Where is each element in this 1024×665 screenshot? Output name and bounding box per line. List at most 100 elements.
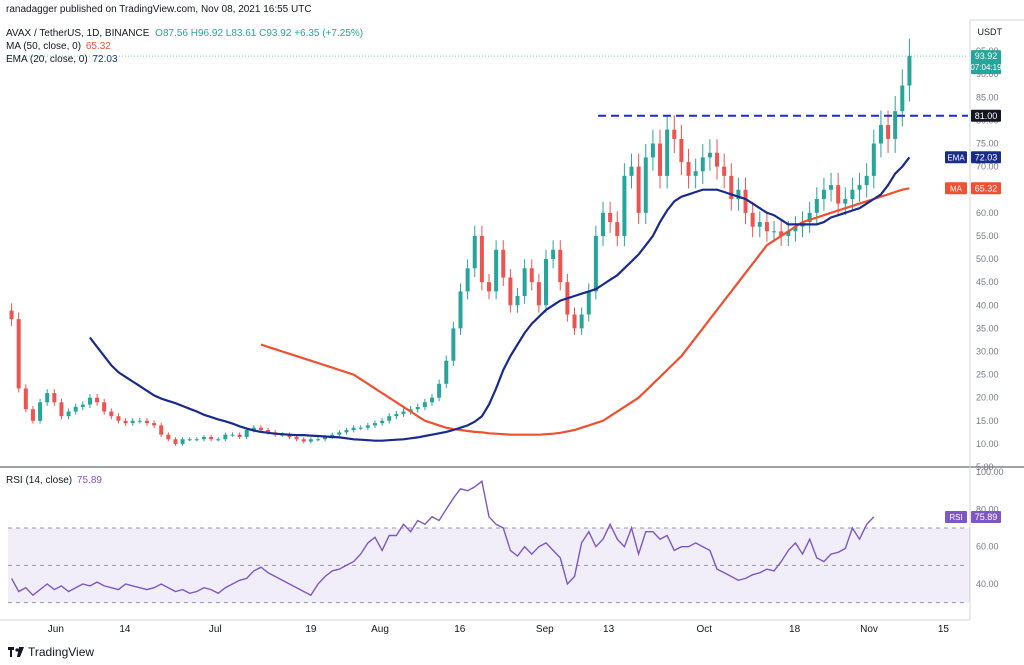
ema-name-tag — [945, 151, 967, 164]
rsi-legend-value: 75.89 — [76, 475, 102, 486]
candle-body — [152, 423, 157, 426]
candle-body — [173, 439, 178, 444]
price-tick-label: 15.00 — [976, 416, 999, 426]
candle-body — [38, 402, 43, 421]
candle-body — [479, 235, 484, 283]
candle-body — [672, 129, 677, 139]
candle-body — [66, 411, 71, 417]
price-tick-label: 20.00 — [976, 393, 999, 403]
rsi-legend[interactable]: RSI (14, close) 75.89 — [6, 475, 102, 486]
candle-body — [907, 56, 912, 86]
candle-body — [772, 231, 777, 233]
rsi-tick-label: 100.00 — [976, 467, 1004, 477]
price-tick-label: 45.00 — [976, 277, 999, 287]
candle-body — [857, 185, 862, 190]
ma-legend[interactable]: MA (50, close, 0) 65.32 — [6, 41, 111, 52]
candle-body — [123, 420, 128, 424]
time-tick-label: 19 — [305, 624, 317, 635]
candle-body — [807, 212, 812, 223]
candle-body — [365, 425, 370, 428]
candle-body — [166, 434, 171, 440]
rsi-line — [10, 480, 875, 597]
candle-body — [45, 393, 50, 403]
candle-body — [601, 212, 606, 236]
candle-body — [344, 430, 349, 433]
candle-body — [244, 430, 249, 437]
candle-body — [900, 85, 905, 112]
candle-body — [686, 162, 691, 176]
candle-body — [757, 222, 762, 227]
candle-body — [508, 277, 513, 306]
price-tick-label: 25.00 — [976, 370, 999, 380]
candle-body — [116, 416, 121, 421]
candle-body — [287, 434, 292, 437]
candle-body — [422, 402, 427, 407]
price-tick-label: 60.00 — [976, 208, 999, 218]
candle-body — [786, 231, 791, 236]
candle-body — [715, 152, 720, 167]
ma-legend-label: MA (50, close, 0) — [6, 41, 82, 52]
price-tick-label: 5.00 — [976, 462, 994, 472]
ma-name-label: MA — [950, 184, 963, 193]
candle-body — [586, 291, 591, 315]
candle-body — [187, 439, 192, 441]
candle-body — [429, 397, 434, 403]
candle-body — [836, 185, 841, 204]
candle-body — [743, 189, 748, 213]
candle-body — [864, 175, 869, 186]
candle-body — [451, 328, 456, 361]
time-tick-label: Jun — [48, 624, 64, 635]
rsi-value-tag — [971, 511, 1001, 524]
candle-body — [650, 143, 655, 158]
candle-body — [437, 383, 442, 398]
candle-body — [387, 416, 392, 421]
candle-body — [372, 423, 377, 426]
price-tick-label: 30.00 — [976, 346, 999, 356]
price-tick-label: 75.00 — [976, 139, 999, 149]
candle-body — [444, 360, 449, 384]
price-chart[interactable]: 5.00 10.00 15.00 20.00 25.00 30.00 35.00 40.00 4… — [0, 0, 1024, 640]
candle-body — [130, 420, 135, 424]
candle-body — [494, 249, 499, 292]
candle-body — [180, 439, 185, 444]
ma-50-line — [260, 187, 910, 436]
price-tick-label: 10.00 — [976, 439, 999, 449]
candle-body — [59, 402, 64, 417]
symbol-name[interactable]: AVAX / TetherUS, 1D, BINANCE — [6, 28, 150, 39]
price-tick-label: 35.00 — [976, 323, 999, 333]
time-tick-label: Jul — [209, 624, 222, 635]
countdown-label: 07:04:19 — [970, 63, 1002, 72]
candle-body — [622, 175, 627, 236]
currency-label: USDT — [978, 27, 1003, 37]
ohlc-values: O87.56 H96.92 L83.61 C93.92 +6.35 (+7.25… — [155, 28, 364, 39]
time-tick-label: 16 — [454, 624, 466, 635]
published-line: ranadagger published on TradingView.com,… — [6, 4, 312, 15]
ema-legend-value: 72.03 — [92, 54, 118, 65]
time-tick-label: Aug — [371, 624, 389, 635]
candle-body — [95, 397, 100, 403]
candle-body — [87, 397, 92, 405]
candle-body — [886, 125, 891, 139]
tradingview-footer: TradingView — [8, 645, 94, 659]
rsi-legend-label: RSI (14, close) — [6, 475, 73, 486]
candle-body — [615, 222, 620, 236]
candle-body — [323, 436, 328, 440]
time-tick-label: Nov — [860, 624, 878, 635]
candle-body — [258, 427, 263, 431]
candle-body — [337, 432, 342, 435]
candle-body — [821, 189, 826, 199]
candle-body — [330, 434, 335, 437]
price-tick-label: 40.00 — [976, 300, 999, 310]
candle-body — [472, 235, 477, 269]
candle-body — [80, 404, 85, 407]
candle-body — [358, 427, 363, 429]
candle-body — [629, 166, 634, 176]
price-tick-label: 70.00 — [976, 162, 999, 172]
symbol-line: AVAX / TetherUS, 1D, BINANCE O87.56 H96.… — [6, 28, 363, 39]
candle-body — [750, 212, 755, 227]
candle-body — [608, 212, 613, 223]
ema-legend[interactable]: EMA (20, close, 0) 72.03 — [6, 54, 118, 65]
candle-body — [593, 235, 598, 292]
last-price-label: 93.92 — [975, 51, 998, 61]
candle-body — [308, 439, 313, 442]
